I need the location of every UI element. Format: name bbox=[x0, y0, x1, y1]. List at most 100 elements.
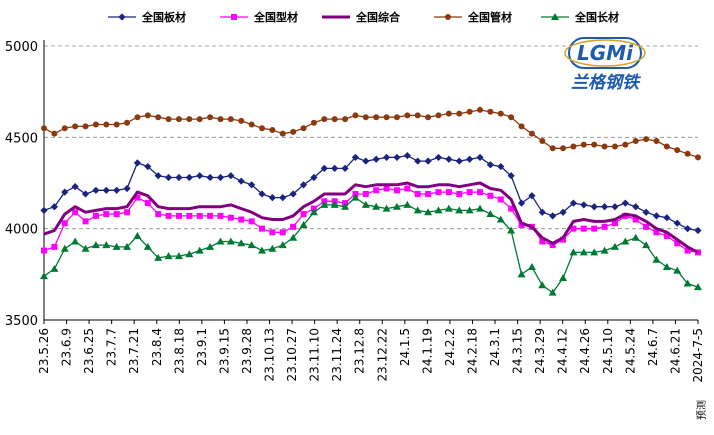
data-point bbox=[444, 204, 453, 212]
legend-marker bbox=[118, 13, 126, 21]
data-point bbox=[569, 199, 578, 207]
x-tick-label: 24.4.26 bbox=[578, 328, 592, 374]
data-point bbox=[310, 119, 317, 126]
legend-label: 全国型材 bbox=[253, 10, 298, 24]
data-point bbox=[206, 173, 214, 182]
data-point bbox=[185, 173, 193, 182]
data-point bbox=[72, 123, 79, 130]
data-point bbox=[103, 211, 110, 218]
x-tick-label: 23.6.25 bbox=[82, 328, 96, 374]
y-tick-label: 4500 bbox=[5, 131, 38, 146]
data-point bbox=[237, 177, 245, 185]
x-tick-label: 24.3.1 bbox=[488, 328, 502, 366]
data-point bbox=[61, 220, 68, 227]
data-point bbox=[41, 247, 47, 254]
x-tick-label: 23.9.28 bbox=[240, 328, 254, 374]
data-point bbox=[414, 157, 422, 165]
data-point bbox=[622, 141, 629, 148]
x-tick-label: 24.1.5 bbox=[398, 328, 412, 366]
data-point bbox=[300, 211, 307, 218]
data-point bbox=[694, 226, 702, 235]
data-point bbox=[466, 189, 473, 196]
data-point bbox=[227, 116, 234, 123]
data-point bbox=[82, 218, 89, 225]
legend-item: 全国长材 bbox=[541, 10, 619, 24]
series bbox=[40, 106, 702, 296]
data-point bbox=[207, 114, 214, 121]
data-point bbox=[268, 244, 277, 252]
series-circle bbox=[41, 106, 701, 161]
data-point bbox=[217, 116, 224, 123]
data-point bbox=[144, 162, 152, 171]
data-point bbox=[455, 157, 463, 165]
data-point bbox=[196, 116, 203, 123]
data-point bbox=[71, 237, 80, 245]
data-point bbox=[372, 202, 381, 210]
data-point bbox=[155, 211, 162, 218]
data-point bbox=[320, 200, 329, 208]
data-point bbox=[486, 210, 495, 218]
data-point bbox=[673, 219, 681, 227]
data-point bbox=[269, 229, 276, 236]
data-point bbox=[465, 206, 474, 214]
data-point bbox=[351, 153, 360, 162]
series-line bbox=[43, 109, 699, 159]
data-point bbox=[154, 253, 163, 261]
data-point bbox=[518, 123, 525, 130]
data-point bbox=[663, 143, 670, 150]
data-point bbox=[92, 121, 99, 128]
data-point bbox=[258, 190, 266, 198]
data-point bbox=[40, 272, 48, 280]
x-tick-label: 23.8.4 bbox=[150, 328, 164, 366]
data-point bbox=[673, 266, 682, 274]
data-point bbox=[72, 209, 79, 216]
x-tick-label: 23.10.13 bbox=[263, 328, 277, 381]
data-point bbox=[134, 114, 141, 121]
data-point bbox=[527, 263, 536, 271]
x-tick-label: 23.9.1 bbox=[195, 328, 209, 366]
data-point bbox=[643, 136, 650, 143]
data-point bbox=[373, 114, 380, 121]
data-point bbox=[425, 114, 432, 121]
data-point bbox=[591, 141, 598, 148]
data-point bbox=[549, 242, 556, 249]
data-point bbox=[445, 155, 453, 163]
data-point bbox=[227, 214, 234, 221]
data-point bbox=[508, 205, 515, 212]
data-point bbox=[497, 162, 505, 171]
data-point bbox=[238, 117, 245, 124]
data-point bbox=[321, 116, 328, 123]
data-point bbox=[456, 110, 463, 117]
x-tick-label: 24.5.24 bbox=[623, 328, 637, 374]
data-point bbox=[300, 125, 307, 132]
x-tick-label: 23.5.26 bbox=[37, 328, 51, 374]
data-point bbox=[60, 244, 69, 252]
data-point bbox=[507, 226, 516, 234]
data-point bbox=[279, 130, 286, 137]
data-point bbox=[507, 172, 515, 180]
data-point bbox=[351, 193, 360, 201]
data-point bbox=[642, 208, 650, 216]
data-point bbox=[695, 249, 701, 256]
data-point bbox=[414, 112, 421, 119]
data-point bbox=[684, 247, 691, 254]
data-point bbox=[50, 203, 58, 211]
data-point bbox=[82, 123, 89, 130]
data-point bbox=[290, 223, 297, 230]
data-point bbox=[570, 143, 577, 150]
data-point bbox=[653, 229, 660, 236]
data-point bbox=[144, 200, 151, 207]
data-point bbox=[392, 202, 401, 210]
data-point bbox=[186, 212, 193, 219]
x-tick-labels: 23.5.26 23.6.9 23.6.25 23.7.7 23.7.21 23.8.4 2… bbox=[37, 328, 705, 382]
data-point bbox=[92, 212, 99, 219]
data-point bbox=[683, 279, 692, 287]
data-point bbox=[164, 173, 173, 182]
data-point bbox=[621, 237, 630, 245]
data-point bbox=[487, 108, 494, 115]
data-point bbox=[310, 173, 318, 182]
forecast-label: 预测 bbox=[695, 400, 708, 420]
data-point bbox=[185, 250, 194, 258]
y-tick-label: 5000 bbox=[5, 40, 38, 55]
data-point bbox=[330, 200, 339, 208]
